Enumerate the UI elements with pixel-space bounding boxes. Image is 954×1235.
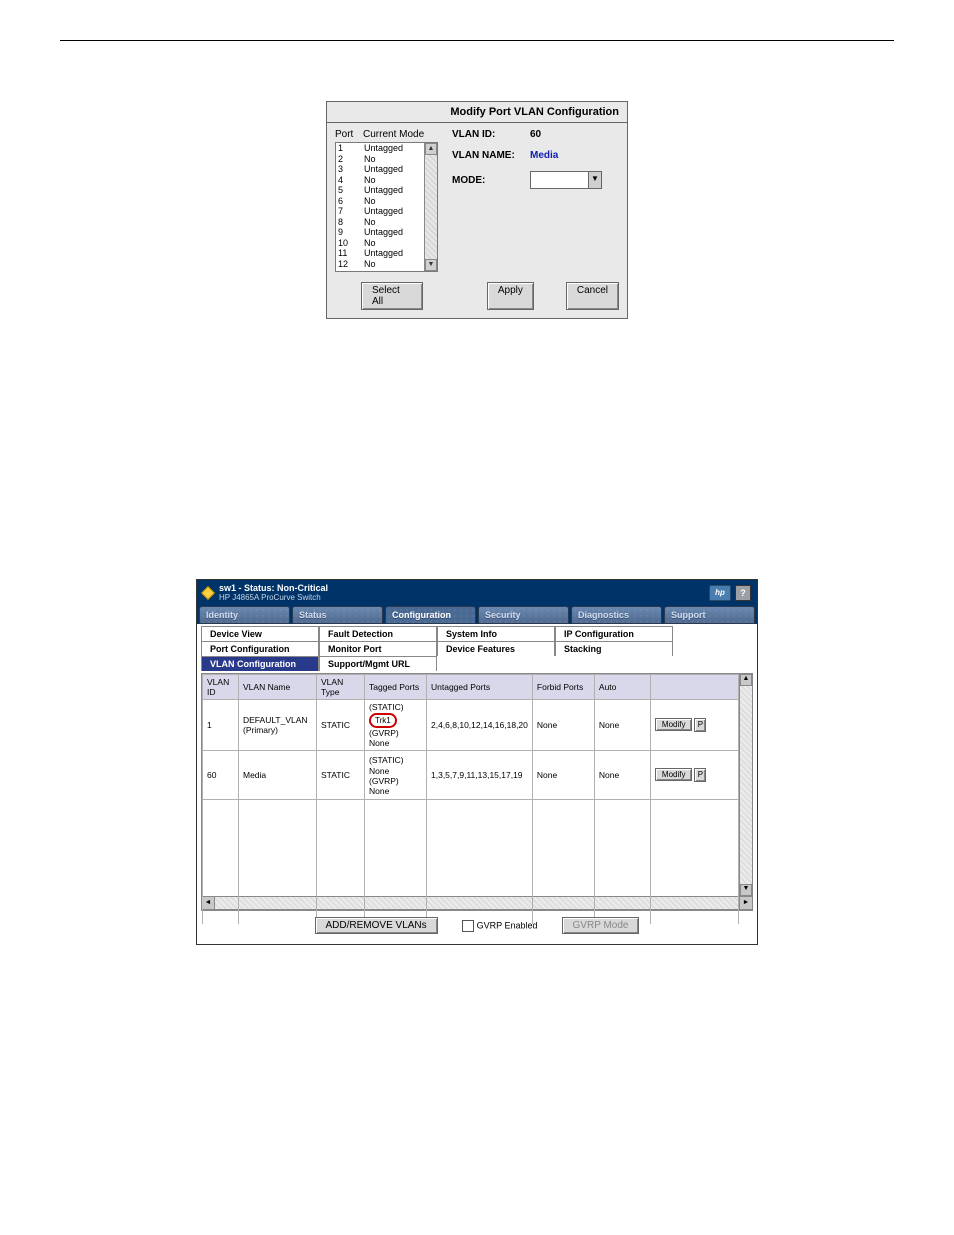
scroll-right-icon[interactable]: ► — [739, 897, 752, 909]
gvrp-enabled-label[interactable]: GVRP Enabled — [462, 920, 538, 932]
vlan-config-window: sw1 - Status: Non-Critical HP J4865A Pro… — [196, 579, 758, 945]
modify-button[interactable]: Modify — [655, 718, 693, 731]
gvrp-mode-button[interactable]: GVRP Mode — [562, 917, 640, 934]
col-vlan-type[interactable]: VLAN Type — [317, 675, 365, 700]
select-all-button[interactable]: Select All — [361, 282, 423, 310]
port-row: 10No — [336, 238, 424, 249]
table-vscrollbar[interactable]: ▲ ▼ — [739, 674, 752, 896]
dialog-title: Modify Port VLAN Configuration — [327, 102, 627, 123]
port-header: Port — [335, 129, 363, 140]
port-row: 1Untagged — [336, 143, 424, 154]
table-row: 1 DEFAULT_VLAN (Primary) STATIC (STATIC)… — [203, 700, 739, 751]
chevron-down-icon[interactable]: ▼ — [588, 172, 601, 188]
subtab-vlan-config[interactable]: VLAN Configuration — [201, 656, 319, 671]
hp-logo-icon: hp — [709, 585, 731, 601]
port-row: 7Untagged — [336, 206, 424, 217]
port-row: 11Untagged — [336, 248, 424, 259]
subtab-monitor-port[interactable]: Monitor Port — [319, 641, 437, 656]
subtab-support-url[interactable]: Support/Mgmt URL — [319, 656, 437, 671]
port-row: 5Untagged — [336, 185, 424, 196]
status-diamond-icon — [201, 586, 215, 600]
tab-security[interactable]: Security — [478, 606, 569, 624]
scroll-down-icon[interactable]: ▼ — [740, 884, 752, 896]
tab-configuration[interactable]: Configuration — [385, 606, 476, 624]
subtab-port-config[interactable]: Port Configuration — [201, 641, 319, 656]
p-chip[interactable]: P — [694, 718, 706, 732]
tab-identity[interactable]: Identity — [199, 606, 290, 624]
port-row: 9Untagged — [336, 227, 424, 238]
modify-button[interactable]: Modify — [655, 768, 693, 781]
port-scrollbar[interactable]: ▲ ▼ — [424, 143, 437, 271]
col-untagged[interactable]: Untagged Ports — [427, 675, 533, 700]
port-row: 3Untagged — [336, 164, 424, 175]
scroll-up-icon[interactable]: ▲ — [740, 674, 752, 686]
vlan-table: VLAN ID VLAN Name VLAN Type Tagged Ports… — [202, 674, 739, 924]
vlan-id-label: VLAN ID: — [452, 129, 530, 140]
window-subtitle: HP J4865A ProCurve Switch — [219, 593, 709, 603]
col-auto[interactable]: Auto — [594, 675, 650, 700]
tab-status[interactable]: Status — [292, 606, 383, 624]
modify-port-vlan-window: Modify Port VLAN Configuration Port Curr… — [326, 101, 628, 319]
port-listbox[interactable]: 1Untagged 2No 3Untagged 4No 5Untagged 6N… — [335, 142, 438, 272]
port-row: 6No — [336, 196, 424, 207]
window-title: sw1 - Status: Non-Critical — [219, 583, 709, 593]
gvrp-enabled-checkbox[interactable] — [462, 920, 474, 932]
col-tagged[interactable]: Tagged Ports — [365, 675, 427, 700]
col-actions — [650, 675, 738, 700]
main-tab-row: Identity Status Configuration Security D… — [197, 606, 757, 624]
apply-button[interactable]: Apply — [487, 282, 534, 310]
subtab-fault-detection[interactable]: Fault Detection — [319, 626, 437, 641]
tab-support[interactable]: Support — [664, 606, 755, 624]
port-row: 4No — [336, 175, 424, 186]
help-icon[interactable]: ? — [735, 585, 751, 601]
vlan-name-value: Media — [530, 150, 558, 161]
mode-select[interactable]: ▼ — [530, 171, 602, 189]
trk1-circled: Trk1 — [369, 713, 397, 728]
mode-label: MODE: — [452, 175, 530, 186]
table-row: 60 Media STATIC (STATIC) None (GVRP) Non… — [203, 751, 739, 800]
empty-area — [203, 800, 739, 925]
port-row: 8No — [336, 217, 424, 228]
scroll-up-icon[interactable]: ▲ — [425, 143, 437, 155]
subtab-stacking[interactable]: Stacking — [555, 641, 673, 656]
vlan-id-value: 60 — [530, 129, 541, 140]
col-forbid[interactable]: Forbid Ports — [532, 675, 594, 700]
subtab-device-features[interactable]: Device Features — [437, 641, 555, 656]
col-vlan-id[interactable]: VLAN ID — [203, 675, 239, 700]
tab-diagnostics[interactable]: Diagnostics — [571, 606, 662, 624]
subtab-device-view[interactable]: Device View — [201, 626, 319, 641]
subtab-ip-config[interactable]: IP Configuration — [555, 626, 673, 641]
mode-header: Current Mode — [363, 129, 424, 140]
cancel-button[interactable]: Cancel — [566, 282, 619, 310]
table-header-row: VLAN ID VLAN Name VLAN Type Tagged Ports… — [203, 675, 739, 700]
add-remove-vlans-button[interactable]: ADD/REMOVE VLANs — [315, 917, 438, 934]
port-row: 2No — [336, 154, 424, 165]
scroll-down-icon[interactable]: ▼ — [425, 259, 437, 271]
p-chip[interactable]: P — [694, 768, 706, 782]
col-vlan-name[interactable]: VLAN Name — [239, 675, 317, 700]
scroll-left-icon[interactable]: ◄ — [202, 897, 215, 909]
vlan-name-label: VLAN NAME: — [452, 150, 530, 161]
subtab-system-info[interactable]: System Info — [437, 626, 555, 641]
port-row: 12No — [336, 259, 424, 270]
